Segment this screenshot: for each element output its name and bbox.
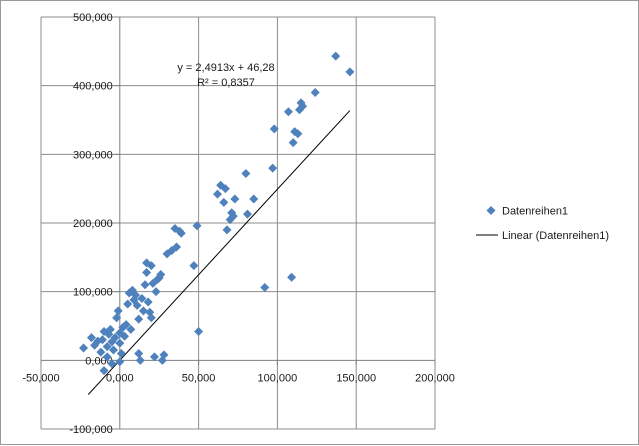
data-point — [293, 129, 303, 139]
data-point — [192, 221, 202, 231]
data-point — [345, 67, 355, 77]
data-point — [121, 320, 131, 330]
data-point — [123, 299, 133, 309]
data-point — [269, 124, 279, 134]
trendline-line — [87, 110, 351, 395]
data-point — [156, 270, 166, 279]
data-point — [242, 209, 252, 219]
data-point — [283, 107, 293, 117]
data-point — [230, 194, 240, 204]
trendline-r-squared: R² = 0,8357 — [197, 77, 255, 89]
x-tick-label: 200,000 — [415, 372, 455, 384]
data-point — [79, 343, 89, 353]
data-point — [107, 359, 117, 369]
data-point — [159, 350, 169, 360]
data-point — [134, 348, 144, 358]
data-point — [135, 355, 145, 365]
data-point — [115, 357, 125, 367]
data-point — [102, 352, 112, 362]
trendline — [87, 110, 351, 395]
data-point — [219, 197, 229, 207]
data-point — [105, 324, 115, 334]
data-point — [108, 345, 118, 355]
x-tick-label: 0,000 — [106, 372, 134, 384]
data-point — [142, 267, 152, 277]
data-point — [260, 283, 270, 293]
data-point — [137, 294, 147, 304]
y-tick-label: 400,000 — [73, 81, 113, 93]
data-point — [146, 261, 156, 271]
legend: Datenreihen1 Linear (Datenreihen1) — [476, 206, 609, 242]
data-point — [96, 347, 106, 357]
data-point — [126, 324, 136, 334]
data-point — [112, 313, 122, 323]
y-tick-label: 100,000 — [73, 287, 113, 299]
legend-series-label: Datenreihen1 — [502, 206, 568, 218]
gridlines — [40, 16, 436, 430]
data-point — [132, 300, 142, 310]
data-point — [288, 138, 298, 148]
legend-marker-icon — [486, 206, 496, 215]
data-point — [116, 348, 126, 358]
data-point — [228, 211, 238, 221]
data-point — [97, 335, 107, 345]
data-point — [194, 326, 204, 336]
data-point — [310, 88, 320, 98]
y-tick-label: -100,000 — [69, 424, 112, 436]
data-points — [79, 51, 355, 376]
data-point — [140, 280, 150, 290]
data-point — [172, 242, 182, 252]
data-point — [110, 333, 120, 343]
data-point — [146, 313, 156, 323]
data-point — [189, 261, 199, 271]
data-point — [249, 194, 259, 204]
data-point — [241, 169, 251, 179]
data-point — [176, 228, 186, 238]
data-point — [331, 51, 341, 61]
data-point — [134, 314, 144, 324]
data-point — [213, 189, 223, 199]
data-point — [99, 366, 109, 376]
y-tick-label: 500,000 — [73, 12, 113, 24]
data-point — [131, 290, 141, 300]
data-point — [151, 287, 161, 297]
legend-trendline-label: Linear (Datenreihen1) — [502, 230, 609, 242]
data-point — [287, 272, 297, 282]
trendline-equation: y = 2,4913x + 46,28 — [177, 62, 274, 74]
data-point — [102, 342, 112, 352]
x-tick-label: 100,000 — [258, 372, 298, 384]
data-point — [268, 163, 278, 173]
data-point — [222, 225, 232, 235]
x-tick-label: -50,000 — [22, 372, 59, 384]
y-tick-label: 300,000 — [73, 149, 113, 161]
data-point — [138, 306, 148, 316]
data-point — [149, 352, 159, 362]
data-point — [298, 101, 308, 111]
data-point — [115, 338, 125, 348]
tick-labels: -50,000 0,000 50,000 100,000 150,000 200,000 -… — [22, 12, 455, 436]
x-tick-label: 50,000 — [182, 372, 216, 384]
x-tick-label: 150,000 — [336, 372, 376, 384]
data-point — [113, 306, 123, 316]
data-point — [120, 331, 130, 341]
data-point — [220, 184, 230, 194]
data-point — [86, 333, 96, 343]
data-point — [143, 297, 153, 307]
y-tick-label: 200,000 — [73, 218, 113, 230]
